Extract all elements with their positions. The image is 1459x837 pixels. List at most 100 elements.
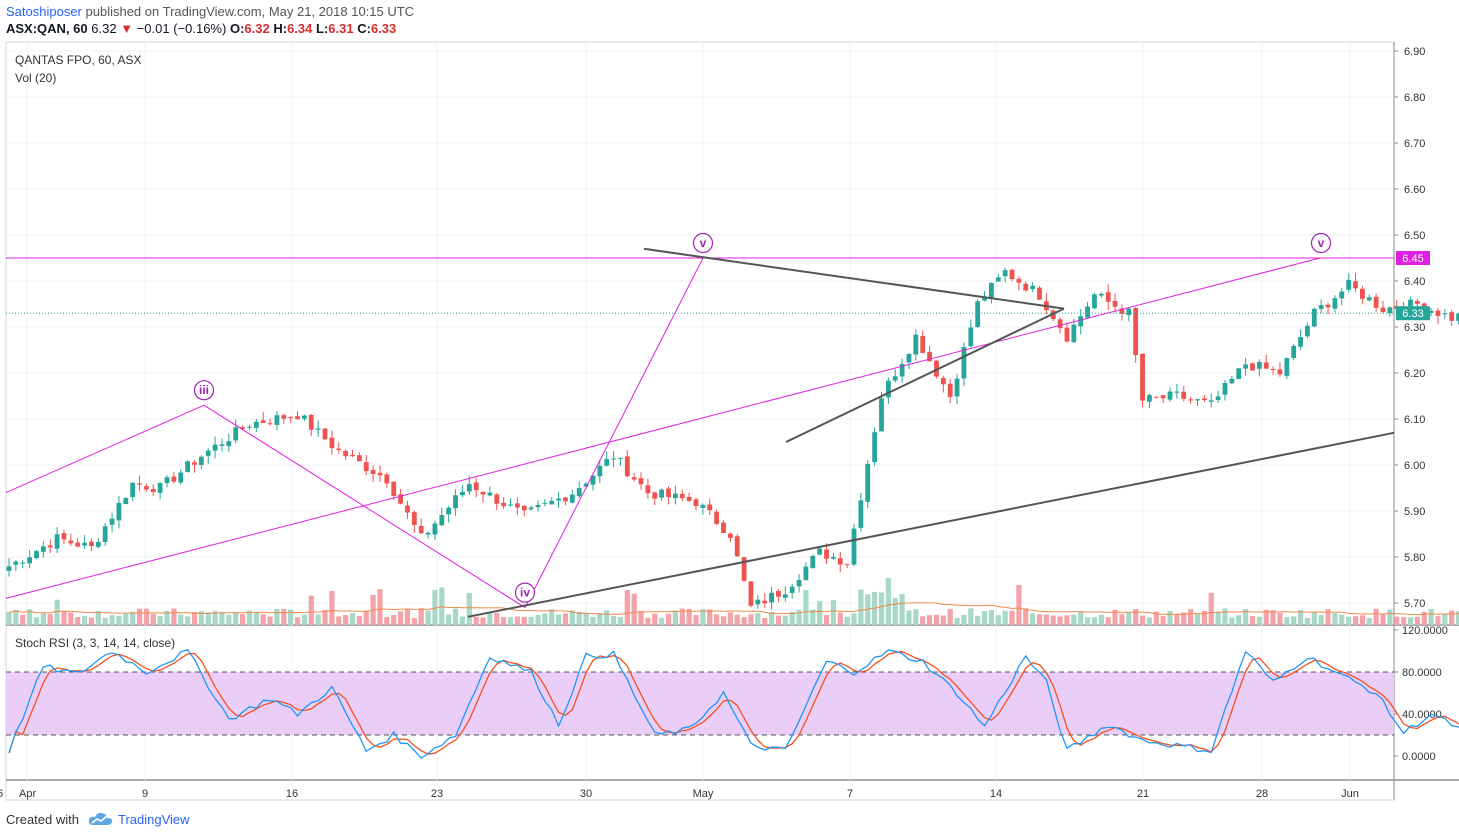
candle-body <box>1160 395 1166 399</box>
volume-bar <box>1112 609 1118 625</box>
volume-bar <box>1428 608 1434 625</box>
candle-body <box>727 533 733 538</box>
candle-body <box>40 546 46 552</box>
volume-bar <box>514 616 520 625</box>
candle-body <box>1126 308 1132 316</box>
volume-bar <box>1380 614 1386 625</box>
volume-bar <box>700 609 706 625</box>
tradingview-cloud-icon <box>88 812 113 825</box>
symbol-name: ASX:QAN, 60 <box>6 21 88 36</box>
volume-bar <box>1263 609 1269 625</box>
volume-bar <box>315 614 321 625</box>
volume-bar <box>198 611 204 625</box>
candle-body <box>714 511 720 524</box>
candle-body <box>1325 304 1331 308</box>
candle-body <box>1291 345 1297 359</box>
volume-bar <box>569 610 575 625</box>
volume-bar <box>672 610 678 625</box>
candle-body <box>1167 391 1173 400</box>
candle-body <box>1229 378 1235 384</box>
volume-bar <box>638 610 644 625</box>
volume-bar <box>535 614 541 625</box>
volume-bar <box>521 616 527 625</box>
candle-body <box>137 483 142 485</box>
candle-body <box>198 456 204 465</box>
volume-bar <box>878 592 885 625</box>
candle-body <box>315 428 321 430</box>
volume-bar <box>1249 615 1256 625</box>
volume-bar <box>123 613 129 625</box>
candle-body <box>123 498 129 505</box>
candle-body <box>803 566 809 581</box>
candle-body <box>796 579 802 587</box>
candle-body <box>68 540 74 544</box>
candle-body <box>205 450 211 456</box>
candle-body <box>432 523 438 535</box>
candle-body <box>1174 391 1180 393</box>
candle-body <box>872 432 878 463</box>
volume-bar <box>446 614 452 625</box>
candle-body <box>1002 270 1008 277</box>
candle-body <box>453 495 458 509</box>
price-tick-label: 6.70 <box>1404 138 1425 150</box>
candle-body <box>659 489 665 498</box>
volume-bar <box>1133 609 1139 625</box>
candle-body <box>473 482 479 491</box>
volume-bar <box>1366 617 1372 625</box>
time-tick-label: Jun <box>1341 788 1359 800</box>
candle-body <box>1153 396 1159 398</box>
candle-body <box>308 414 314 430</box>
volume-bar <box>1449 610 1455 625</box>
tradingview-link[interactable]: TradingView <box>118 812 190 827</box>
volume-bar <box>528 617 534 625</box>
time-tick-label: 16 <box>286 788 298 800</box>
volume-bar <box>1325 609 1331 625</box>
time-tick-label: 14 <box>990 788 1002 800</box>
wave-label-text: v <box>1318 236 1325 250</box>
volume-bar <box>940 615 946 625</box>
publisher-link[interactable]: Satoshiposer <box>6 4 82 19</box>
low-label: L: <box>316 21 329 36</box>
volume-bar <box>68 612 74 625</box>
publish-line: Satoshiposer published on TradingView.co… <box>6 4 414 19</box>
volume-bar <box>459 616 466 625</box>
volume-bar <box>1407 617 1414 625</box>
candle-body <box>672 493 678 499</box>
candle-body <box>1408 299 1413 312</box>
candle-body <box>1016 278 1022 283</box>
candle-body <box>501 502 507 507</box>
candle-body <box>377 472 383 476</box>
volume-bar <box>988 610 995 625</box>
candle-body <box>638 478 644 485</box>
volume-bar <box>858 589 864 625</box>
candle-body <box>240 427 245 429</box>
candle-body <box>425 532 431 535</box>
candle-body <box>1456 313 1459 321</box>
volume-bar <box>47 614 53 625</box>
candle-body <box>391 481 397 496</box>
candle-body <box>934 360 939 377</box>
candle-body <box>542 502 548 504</box>
volume-bar <box>1057 616 1063 625</box>
volume-bar <box>714 614 720 625</box>
price-tick-label: 5.70 <box>1404 598 1425 610</box>
publish-header: Satoshiposer published on TradingView.co… <box>0 0 1459 40</box>
candle-body <box>116 502 122 521</box>
volume-bar <box>109 615 115 625</box>
volume-bar <box>267 616 273 625</box>
volume-bar <box>1339 614 1345 625</box>
candle-body <box>748 581 754 606</box>
candle-body <box>1353 281 1358 289</box>
volume-bar <box>961 614 967 625</box>
candle-body <box>466 484 472 492</box>
candle-body <box>583 483 589 487</box>
candle-body <box>1332 298 1338 309</box>
candle-body <box>782 594 788 598</box>
wave-label-text: iii <box>199 383 209 397</box>
candle-body <box>144 486 149 490</box>
symbol-quote-line: ASX:QAN, 60 6.32 ▼ −0.01 (−0.16%) O:6.32… <box>6 21 396 36</box>
volume-bar <box>1009 610 1015 625</box>
volume-bar <box>817 600 823 625</box>
volume-bar <box>130 611 136 625</box>
